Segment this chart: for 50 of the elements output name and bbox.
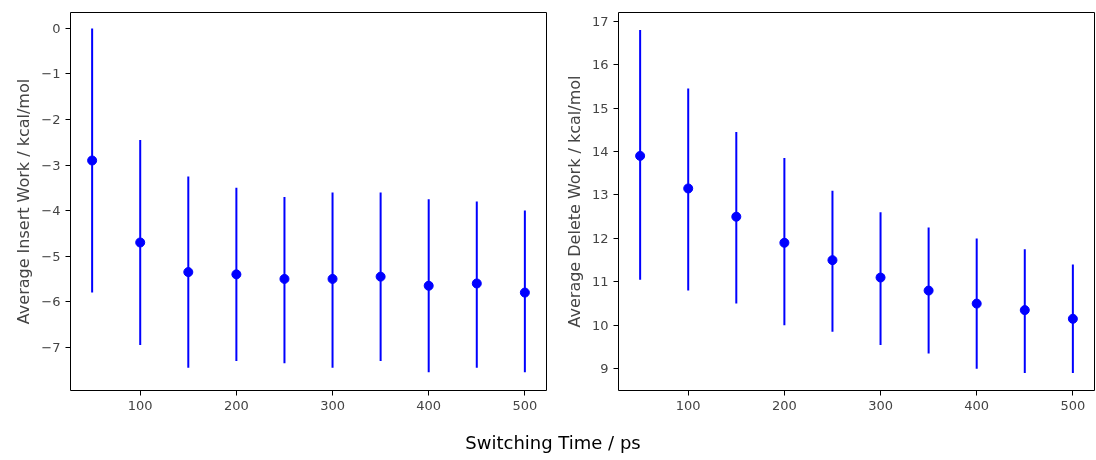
point	[375, 271, 386, 282]
y-tick-label: −4	[41, 203, 61, 219]
x-tick-label: 400	[416, 397, 442, 413]
point	[635, 150, 646, 161]
point	[875, 272, 886, 283]
point	[923, 285, 934, 296]
y-tick-label: 13	[591, 187, 609, 203]
x-tick-label: 400	[964, 397, 990, 413]
y-tick-label: −5	[41, 248, 61, 264]
point	[87, 155, 98, 166]
x-tick-label: 300	[868, 397, 893, 413]
x-tick-label: 500	[1060, 397, 1086, 413]
y-tick-label: 17	[591, 13, 609, 29]
y-tick-label: 9	[600, 361, 609, 377]
point	[231, 269, 242, 280]
point	[1067, 313, 1078, 324]
point	[971, 298, 982, 309]
x-tick-label: 500	[512, 397, 538, 413]
y-tick-label: −3	[41, 157, 61, 173]
point	[683, 183, 694, 194]
y-tick-label: 12	[591, 230, 609, 246]
point	[519, 287, 530, 298]
point	[423, 280, 434, 291]
y-tick-label: −2	[41, 112, 61, 128]
point	[135, 237, 146, 248]
y-tick-label: 11	[591, 274, 609, 290]
x-axis-title: Switching Time / ps	[465, 431, 641, 455]
y-tick-label: 14	[591, 144, 609, 160]
point	[279, 273, 290, 284]
point	[731, 211, 742, 222]
x-tick-label: 100	[675, 397, 701, 413]
point	[183, 267, 194, 278]
y-axis-title: Average Delete Work / kcal/mol	[564, 75, 584, 328]
y-tick-label: 16	[591, 57, 609, 73]
x-tick-label: 300	[320, 397, 345, 413]
point	[1019, 305, 1030, 316]
x-tick-label: 100	[127, 397, 153, 413]
y-tick-label: −1	[41, 66, 61, 82]
point	[779, 237, 790, 248]
x-tick-label: 200	[771, 397, 797, 413]
point	[827, 255, 838, 266]
y-tick-label: 15	[591, 100, 609, 116]
y-tick-label: 10	[591, 317, 609, 333]
y-axis-title: Average Insert Work / kcal/mol	[14, 78, 34, 325]
y-tick-label: −6	[41, 294, 61, 310]
y-tick-label: −7	[41, 339, 61, 355]
point	[327, 273, 338, 284]
x-tick-label: 200	[223, 397, 249, 413]
y-tick-label: 0	[52, 20, 61, 36]
point	[471, 278, 482, 289]
